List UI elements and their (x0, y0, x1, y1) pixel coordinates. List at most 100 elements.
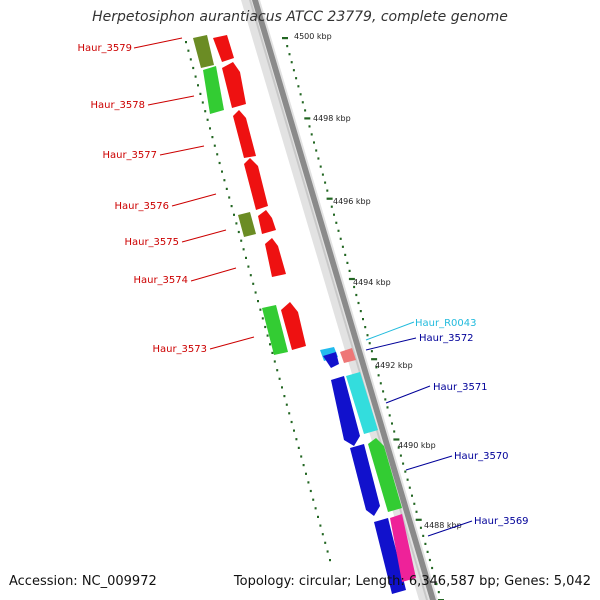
ruler-tick (285, 403, 288, 406)
ruler-tick (426, 550, 429, 553)
ruler-tick (254, 291, 257, 294)
ruler-tick (357, 301, 360, 305)
ruler-tick (337, 229, 340, 232)
ruler-tick (404, 470, 407, 473)
ruler-tick (428, 558, 431, 562)
gene-feature[interactable] (262, 305, 288, 355)
ruler-tick (187, 49, 190, 52)
ruler-tick (379, 382, 382, 385)
leader-line (385, 385, 431, 404)
backbone (252, 0, 436, 600)
ruler-tick (281, 386, 283, 389)
ruler-tick (290, 420, 293, 424)
ruler-tick (314, 507, 317, 510)
ruler-tick (397, 446, 400, 449)
ruler-tick (346, 261, 349, 264)
gene-label[interactable]: Haur_3576 (114, 201, 169, 212)
ruler-tick (240, 239, 243, 242)
ruler-tick (305, 472, 307, 475)
ruler-tick (366, 334, 369, 337)
gene-feature[interactable] (323, 352, 339, 368)
gene-feature[interactable] (340, 348, 356, 363)
ruler-tick (348, 277, 355, 281)
leader-line (209, 336, 255, 350)
gene-label[interactable]: Haur_3579 (77, 43, 132, 54)
leader-line (405, 455, 453, 471)
ruler-tick (295, 77, 298, 80)
ruler-tick (206, 118, 209, 121)
gene-feature[interactable] (265, 238, 286, 277)
gene-feature[interactable] (331, 376, 360, 446)
ruler-tick (304, 117, 311, 120)
leader-line (133, 37, 183, 49)
ruler-tick (437, 591, 440, 594)
gene-feature[interactable] (213, 35, 234, 62)
ruler-tick (413, 502, 416, 505)
right-gene-features (320, 347, 416, 594)
gene-label[interactable]: Haur_3578 (90, 100, 145, 111)
ruler-tick (216, 153, 219, 156)
ruler-tick (247, 265, 250, 268)
gene-feature[interactable] (244, 158, 268, 210)
gene-label[interactable]: Haur_3569 (474, 516, 529, 527)
gene-feature[interactable] (222, 62, 246, 108)
ruler-tick (317, 515, 319, 518)
ruler-tick (302, 464, 305, 467)
gene-label[interactable]: Haur_3577 (102, 150, 157, 161)
ruler-tick (324, 541, 327, 544)
gene-label[interactable]: Haur_3574 (133, 275, 188, 286)
ruler-tick (189, 58, 192, 61)
ruler-tick (228, 196, 231, 199)
ruler-tick (257, 300, 259, 303)
ruler-tick (252, 282, 255, 285)
ruler-tick (408, 486, 411, 489)
gene-label[interactable]: Haur_3571 (433, 382, 488, 393)
ruler-tick (261, 317, 264, 320)
ruler-tick (301, 101, 304, 104)
ruler-tick (235, 222, 238, 225)
ruler-tick-label: 4492 kbp (375, 361, 413, 370)
gene-label[interactable]: Haur_R0043 (415, 318, 477, 329)
ruler-tick (368, 342, 371, 345)
gene-feature[interactable] (238, 212, 256, 237)
gene-label[interactable]: Haur_3575 (124, 237, 179, 248)
ruler-tick (264, 325, 267, 329)
gene-feature[interactable] (350, 444, 380, 516)
gene-feature[interactable] (258, 210, 276, 234)
ruler-tick (197, 84, 199, 87)
gene-labels-right: Haur_R0043 Haur_3572 Haur_3571 Haur_3570… (415, 318, 529, 527)
ruler-tick (319, 524, 322, 527)
ruler-tick (199, 92, 202, 95)
ruler-tick (286, 45, 289, 48)
gene-feature[interactable] (346, 372, 378, 434)
ruler-tick (201, 101, 204, 104)
leader-line (147, 95, 195, 106)
ruler-tick (221, 170, 223, 173)
ruler-tick (242, 248, 245, 251)
ruler-tick (288, 53, 291, 56)
gene-feature[interactable] (374, 518, 406, 594)
gene-label[interactable]: Haur_3573 (152, 344, 207, 355)
gene-feature[interactable] (233, 110, 256, 158)
ruler-tick (312, 498, 315, 501)
ruler-tick (370, 350, 373, 353)
gene-label[interactable]: Haur_3570 (454, 451, 509, 462)
ruler-tick (333, 213, 335, 216)
leader-line (181, 229, 227, 243)
ruler-tick (399, 454, 402, 457)
gene-label[interactable]: Haur_3572 (419, 333, 474, 344)
ruler-tick (359, 310, 362, 313)
ruler-tick (295, 438, 298, 441)
topology-text: Topology: circular; Length: 6,346,587 bp… (233, 574, 591, 589)
gene-feature[interactable] (390, 514, 416, 582)
ruler-tick (382, 390, 385, 393)
ruler-tick (211, 136, 214, 139)
gene-feature[interactable] (281, 302, 306, 350)
ruler-tick (324, 181, 327, 184)
ruler-tick (230, 205, 233, 208)
ruler-tick (406, 478, 409, 481)
ruler-tick (310, 133, 313, 136)
gene-feature[interactable] (193, 35, 214, 68)
gene-feature[interactable] (368, 438, 402, 512)
gene-feature[interactable] (203, 66, 224, 114)
